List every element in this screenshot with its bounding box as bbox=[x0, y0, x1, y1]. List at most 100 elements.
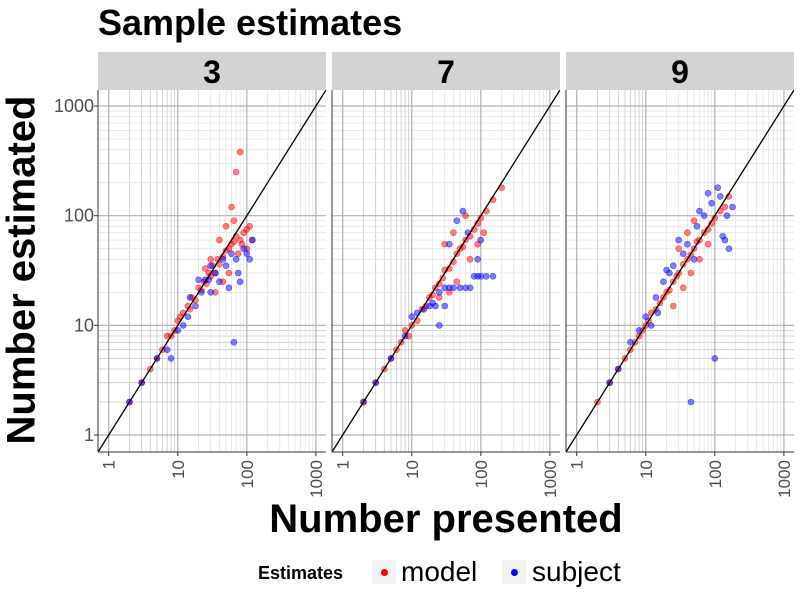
data-point-model bbox=[690, 217, 698, 224]
y-tick-label: 10 bbox=[74, 315, 94, 335]
data-point-subject bbox=[696, 207, 703, 215]
data-point-subject bbox=[700, 212, 708, 219]
data-point-subject bbox=[675, 236, 683, 244]
points-group bbox=[98, 90, 326, 452]
data-point-subject bbox=[222, 262, 230, 270]
data-point-model bbox=[684, 229, 691, 236]
data-point-model bbox=[236, 148, 244, 156]
facet-strip-label: 7 bbox=[437, 54, 455, 90]
data-point-model bbox=[228, 203, 235, 211]
x-tick-label: 1 bbox=[568, 460, 587, 469]
data-point-subject bbox=[408, 313, 416, 321]
chart-title: Sample estimates bbox=[98, 2, 403, 43]
x-tick-label: 1000 bbox=[541, 460, 560, 498]
data-point-subject bbox=[690, 255, 698, 263]
data-point-subject bbox=[435, 288, 443, 296]
legend-label-subject: subject bbox=[532, 556, 621, 587]
data-point-subject bbox=[240, 245, 247, 252]
data-point-subject bbox=[666, 269, 673, 277]
data-point-subject bbox=[236, 278, 244, 286]
data-point-model bbox=[232, 168, 240, 176]
data-point-subject bbox=[721, 236, 729, 244]
data-point-subject bbox=[216, 278, 223, 286]
data-point-model bbox=[202, 265, 209, 272]
data-point-model bbox=[704, 240, 712, 248]
data-point-subject bbox=[243, 250, 251, 257]
x-tick-label: 100 bbox=[238, 460, 257, 488]
reference-line bbox=[332, 90, 560, 452]
data-point-subject bbox=[184, 313, 192, 321]
data-point-subject bbox=[453, 217, 461, 224]
x-tick-label: 1000 bbox=[775, 460, 794, 498]
facet-panel-3: 3 1 10 100 1000 bbox=[97, 52, 326, 498]
data-point-subject bbox=[228, 250, 235, 257]
data-point-subject bbox=[723, 212, 731, 219]
data-point-subject bbox=[729, 203, 736, 211]
data-point-subject bbox=[482, 272, 490, 280]
legend-key-subject bbox=[502, 560, 526, 584]
data-point-model bbox=[696, 255, 703, 263]
data-point-subject bbox=[489, 272, 497, 280]
data-point-subject bbox=[450, 284, 457, 292]
data-point-subject bbox=[660, 278, 667, 286]
data-point-subject bbox=[207, 262, 214, 270]
data-point-subject bbox=[477, 272, 485, 280]
data-point-subject bbox=[212, 269, 219, 277]
data-point-subject bbox=[445, 240, 453, 248]
data-point-subject bbox=[627, 338, 634, 346]
legend-label-model: model bbox=[401, 556, 478, 587]
x-axis-title: Number presented bbox=[269, 497, 623, 541]
data-point-model bbox=[216, 236, 223, 244]
data-point-subject bbox=[207, 288, 214, 296]
data-point-subject bbox=[687, 398, 695, 406]
data-point-subject bbox=[474, 255, 482, 263]
data-point-model bbox=[466, 255, 474, 263]
facet-strip-label: 3 bbox=[203, 54, 221, 90]
data-point-subject bbox=[684, 240, 691, 248]
x-tick-label: 10 bbox=[403, 460, 422, 479]
facet-strip bbox=[332, 52, 560, 90]
data-point-subject bbox=[246, 255, 253, 263]
x-tick-label: 1 bbox=[100, 460, 119, 469]
data-point-subject bbox=[163, 346, 171, 354]
data-point-subject bbox=[711, 355, 719, 362]
legend-key-model bbox=[372, 560, 396, 584]
data-point-subject bbox=[456, 284, 464, 292]
data-point-model bbox=[222, 223, 230, 230]
facet-panel-9: 9 1 10 100 1000 bbox=[565, 52, 794, 498]
data-point-model bbox=[679, 284, 687, 292]
data-point-model bbox=[687, 269, 695, 277]
x-tick-label: 10 bbox=[169, 460, 188, 479]
data-point-model bbox=[246, 223, 253, 230]
facet-strip bbox=[566, 52, 794, 90]
y-tick-label: 1 bbox=[84, 425, 94, 445]
data-point-subject bbox=[669, 262, 677, 270]
legend: Estimates model subject bbox=[0, 553, 800, 593]
data-point-model bbox=[669, 302, 677, 310]
data-point-subject bbox=[249, 236, 256, 244]
data-point-subject bbox=[432, 302, 439, 310]
data-point-subject bbox=[232, 255, 240, 263]
data-point-subject bbox=[716, 193, 724, 200]
legend-swatch-model bbox=[381, 569, 388, 576]
data-point-model bbox=[207, 255, 214, 263]
facet-strip bbox=[98, 52, 326, 90]
data-point-subject bbox=[167, 355, 175, 362]
data-point-subject bbox=[652, 294, 660, 301]
legend-swatch-subject bbox=[511, 569, 518, 576]
data-point-subject bbox=[466, 284, 474, 292]
data-point-subject bbox=[234, 269, 242, 277]
data-point-subject bbox=[708, 199, 716, 207]
data-point-model bbox=[480, 229, 488, 236]
data-point-subject bbox=[477, 236, 485, 244]
data-point-model bbox=[234, 250, 242, 257]
x-tick-label: 100 bbox=[472, 460, 491, 488]
x-tick-label: 1000 bbox=[307, 460, 326, 498]
data-point-model bbox=[721, 203, 729, 211]
facet-strip-label: 9 bbox=[671, 54, 689, 90]
data-point-subject bbox=[704, 190, 712, 197]
data-point-subject bbox=[654, 309, 662, 317]
data-point-subject bbox=[435, 322, 443, 329]
